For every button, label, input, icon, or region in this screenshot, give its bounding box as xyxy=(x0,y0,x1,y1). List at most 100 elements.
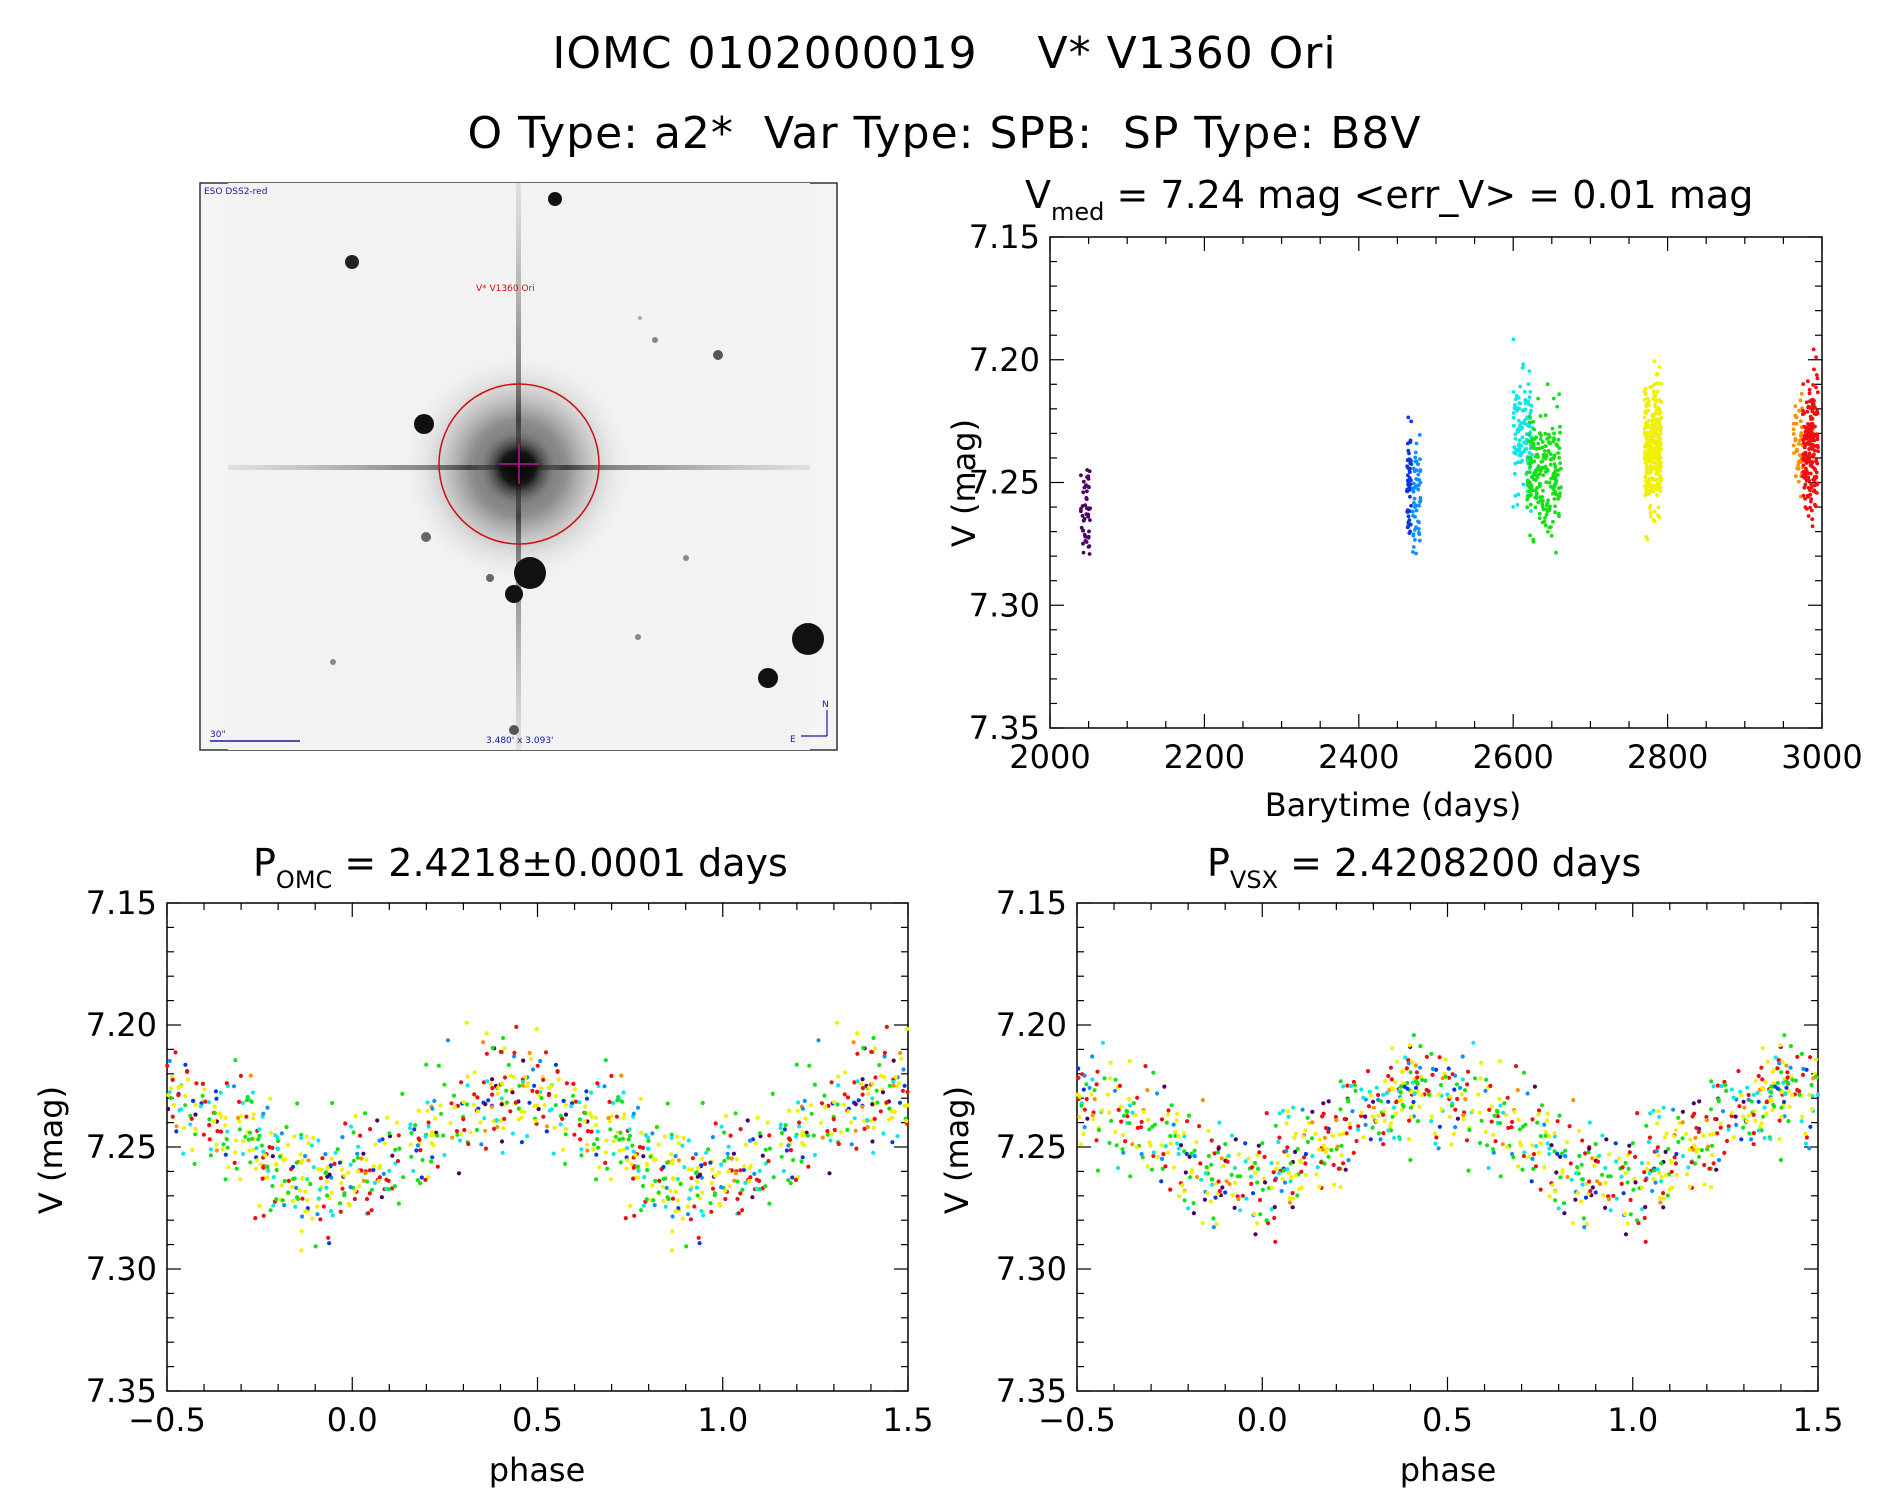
data-point xyxy=(692,1204,697,1209)
data-point xyxy=(1434,1135,1439,1140)
data-point xyxy=(412,1127,417,1132)
data-point xyxy=(294,1195,300,1200)
data-point xyxy=(1582,1225,1587,1230)
data-point xyxy=(1769,1084,1774,1089)
data-point xyxy=(212,1110,217,1116)
data-point xyxy=(1470,1108,1475,1113)
data-point xyxy=(1544,512,1549,517)
data-point xyxy=(1388,1121,1394,1126)
data-point xyxy=(1814,1074,1819,1079)
data-point xyxy=(1659,1179,1664,1184)
data-point xyxy=(900,1088,906,1093)
data-point xyxy=(620,1099,625,1104)
data-point xyxy=(818,1120,824,1125)
data-point xyxy=(625,1146,630,1151)
data-point xyxy=(1655,1145,1660,1150)
data-point xyxy=(1603,1180,1608,1185)
data-point xyxy=(1556,494,1561,499)
data-point xyxy=(1542,1165,1547,1170)
north-label: N xyxy=(822,700,829,710)
data-point xyxy=(1417,1104,1422,1109)
data-point xyxy=(1382,1118,1387,1123)
data-point xyxy=(1515,503,1520,507)
data-point xyxy=(1331,1162,1336,1168)
data-point xyxy=(861,1045,866,1051)
data-point xyxy=(1497,1096,1502,1101)
data-point xyxy=(183,1103,188,1108)
data-point xyxy=(1552,437,1557,442)
data-point xyxy=(315,1212,320,1217)
data-point xyxy=(869,1049,874,1054)
data-point xyxy=(1419,1093,1424,1098)
data-point xyxy=(1809,461,1814,466)
data-point xyxy=(1409,419,1414,424)
data-point xyxy=(1714,1167,1719,1172)
data-point xyxy=(1644,401,1649,406)
data-point xyxy=(1604,1137,1609,1142)
data-point xyxy=(1600,1172,1605,1177)
data-point xyxy=(620,1136,625,1141)
data-point xyxy=(1648,489,1652,493)
data-point xyxy=(1799,431,1804,435)
data-point xyxy=(752,1171,757,1176)
data-point xyxy=(1521,1070,1526,1075)
data-point xyxy=(1769,1090,1774,1095)
data-point xyxy=(1746,1113,1751,1118)
data-point xyxy=(1203,1171,1208,1176)
data-point xyxy=(1526,1154,1531,1159)
data-point xyxy=(1258,1197,1263,1203)
data-point xyxy=(1429,1051,1434,1056)
data-point xyxy=(732,1178,737,1183)
data-point xyxy=(697,1241,702,1246)
data-point xyxy=(735,1196,740,1202)
data-point xyxy=(1413,1085,1419,1090)
data-point xyxy=(1666,1146,1671,1152)
data-point xyxy=(1659,1174,1664,1180)
data-point xyxy=(475,1095,480,1100)
data-point xyxy=(1595,1179,1600,1184)
x-tick-label: 0.0 xyxy=(1237,1401,1288,1439)
data-point xyxy=(451,1093,457,1098)
data-point xyxy=(456,1171,462,1176)
data-point xyxy=(1217,1188,1222,1194)
data-point xyxy=(584,1096,590,1101)
data-point xyxy=(1539,460,1544,464)
data-point xyxy=(268,1096,273,1101)
data-point xyxy=(1777,1118,1782,1123)
data-point xyxy=(468,1130,473,1135)
data-point xyxy=(1161,1152,1166,1157)
data-point xyxy=(337,1201,343,1206)
data-point xyxy=(644,1162,649,1168)
data-point xyxy=(1107,1140,1112,1146)
data-point xyxy=(265,1164,270,1169)
data-point xyxy=(1293,1131,1299,1136)
data-point xyxy=(1650,384,1655,389)
x-tick-label: 1.0 xyxy=(1607,1401,1658,1439)
data-point xyxy=(1788,1044,1793,1049)
data-point xyxy=(651,1158,657,1163)
y-tick-label: 7.35 xyxy=(969,709,1040,747)
data-point xyxy=(614,1114,620,1119)
data-point xyxy=(1803,1141,1808,1146)
data-point xyxy=(1673,1161,1678,1166)
data-point xyxy=(627,1127,632,1132)
data-point xyxy=(627,1203,633,1208)
data-point xyxy=(1119,1119,1124,1124)
data-point xyxy=(1169,1103,1174,1108)
data-point xyxy=(1798,398,1803,403)
data-point xyxy=(270,1154,275,1159)
data-point xyxy=(1116,1165,1121,1171)
data-point xyxy=(1155,1091,1160,1096)
data-point xyxy=(1802,411,1806,416)
figure-title-line1: IOMC 0102000019 V* V1360 Ori xyxy=(552,28,1337,79)
data-point xyxy=(282,1178,287,1184)
data-point xyxy=(1797,1092,1802,1097)
data-point xyxy=(1408,461,1413,466)
data-point xyxy=(369,1187,374,1192)
data-point xyxy=(309,1143,314,1148)
lightcurve-ylabel: V (mag) xyxy=(945,419,983,547)
data-point xyxy=(1593,1142,1598,1147)
data-point xyxy=(1655,371,1660,376)
data-point xyxy=(271,1175,276,1180)
data-point xyxy=(1741,1114,1746,1119)
